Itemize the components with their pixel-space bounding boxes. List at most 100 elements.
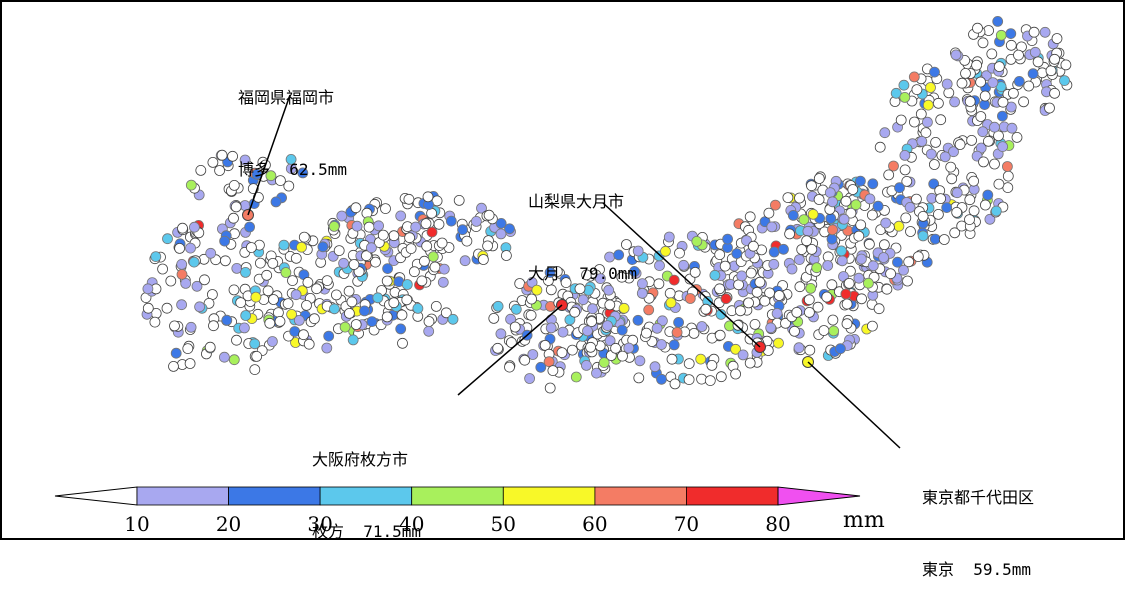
station-marker [899, 164, 911, 176]
station-marker [422, 191, 434, 203]
station-marker [397, 337, 408, 349]
station-marker [191, 280, 203, 292]
station-marker [301, 299, 312, 311]
station-marker [621, 239, 632, 250]
station-marker [283, 180, 295, 192]
station-marker [971, 59, 982, 71]
station-marker [911, 84, 923, 95]
station-marker [177, 222, 188, 234]
station-marker [978, 156, 989, 168]
station-marker [732, 319, 744, 331]
station-marker [951, 206, 963, 218]
station-marker [827, 224, 838, 236]
station-marker [946, 173, 958, 185]
station-marker [821, 291, 833, 303]
station-marker [265, 170, 277, 182]
legend-bin [136, 486, 229, 506]
station-marker [261, 269, 273, 281]
station-marker [813, 173, 825, 184]
station-marker [634, 355, 646, 367]
station-marker [436, 237, 448, 249]
station-marker [360, 250, 372, 262]
station-marker [668, 339, 680, 351]
station-marker [863, 277, 874, 289]
station-marker [382, 263, 394, 275]
station-marker [453, 194, 465, 206]
station-marker [780, 317, 791, 329]
station-marker [395, 210, 407, 222]
color-scale-bar [54, 486, 861, 506]
station-marker [418, 255, 430, 267]
legend-bin [686, 486, 779, 506]
station-marker [461, 235, 473, 247]
station-marker [902, 275, 913, 287]
legend-bin [502, 486, 596, 506]
station-marker [651, 322, 663, 334]
station-marker [388, 230, 400, 242]
station-marker [807, 208, 819, 220]
station-marker [811, 262, 823, 274]
station-marker [975, 111, 987, 122]
station-marker [245, 242, 257, 253]
station-marker [617, 350, 628, 362]
station-marker [1002, 170, 1014, 182]
station-marker [188, 221, 200, 233]
station-marker [836, 255, 848, 267]
station-marker [440, 307, 452, 319]
station-marker [526, 276, 538, 288]
station-marker [925, 82, 936, 93]
station-marker [438, 263, 450, 275]
station-marker [838, 213, 850, 225]
station-marker [142, 302, 154, 314]
station-marker [176, 268, 188, 280]
station-marker [161, 302, 173, 314]
station-marker [899, 149, 911, 161]
station-marker [477, 254, 489, 265]
station-marker [623, 342, 635, 354]
station-marker [483, 209, 495, 221]
station-marker [470, 215, 482, 227]
station-marker [665, 297, 677, 309]
station-marker [1049, 87, 1060, 99]
station-marker [445, 215, 457, 227]
station-marker [966, 134, 977, 146]
station-marker [185, 321, 197, 333]
station-marker [922, 116, 933, 128]
station-marker [282, 298, 294, 310]
station-marker [749, 318, 761, 330]
station-marker [586, 316, 597, 327]
station-marker [917, 210, 929, 222]
station-markers [140, 15, 1073, 394]
station-marker [459, 255, 471, 267]
station-marker [964, 214, 975, 226]
station-marker [856, 293, 867, 305]
station-marker [657, 315, 668, 327]
station-marker [986, 48, 998, 60]
callout-place: 東京都千代田区 [922, 488, 1035, 507]
station-marker [768, 246, 780, 258]
station-marker [412, 302, 424, 314]
callout-reading: 大月 79.0mm [528, 264, 638, 283]
station-marker [170, 347, 182, 359]
station-marker [323, 330, 335, 342]
station-marker [709, 269, 721, 281]
station-marker [993, 178, 1005, 190]
leader-hakata [247, 94, 291, 216]
station-marker [715, 308, 727, 320]
callout-otsuki: 山梨県大月市 大月 79.0mm [528, 142, 637, 310]
station-marker [1011, 131, 1023, 143]
station-marker [577, 294, 589, 306]
station-marker [228, 179, 240, 191]
callout-tokyo: 東京都千代田区 東京 59.5mm [922, 438, 1034, 606]
station-marker [714, 283, 725, 295]
station-marker [641, 327, 652, 339]
station-marker [881, 283, 893, 295]
station-marker [495, 228, 507, 240]
station-marker [722, 233, 733, 245]
station-marker [770, 199, 781, 211]
station-marker [293, 314, 305, 326]
leader-hirakata [457, 304, 563, 396]
station-marker [632, 245, 644, 257]
legend-tick-label: 70 [673, 512, 700, 536]
station-marker [1005, 28, 1017, 39]
